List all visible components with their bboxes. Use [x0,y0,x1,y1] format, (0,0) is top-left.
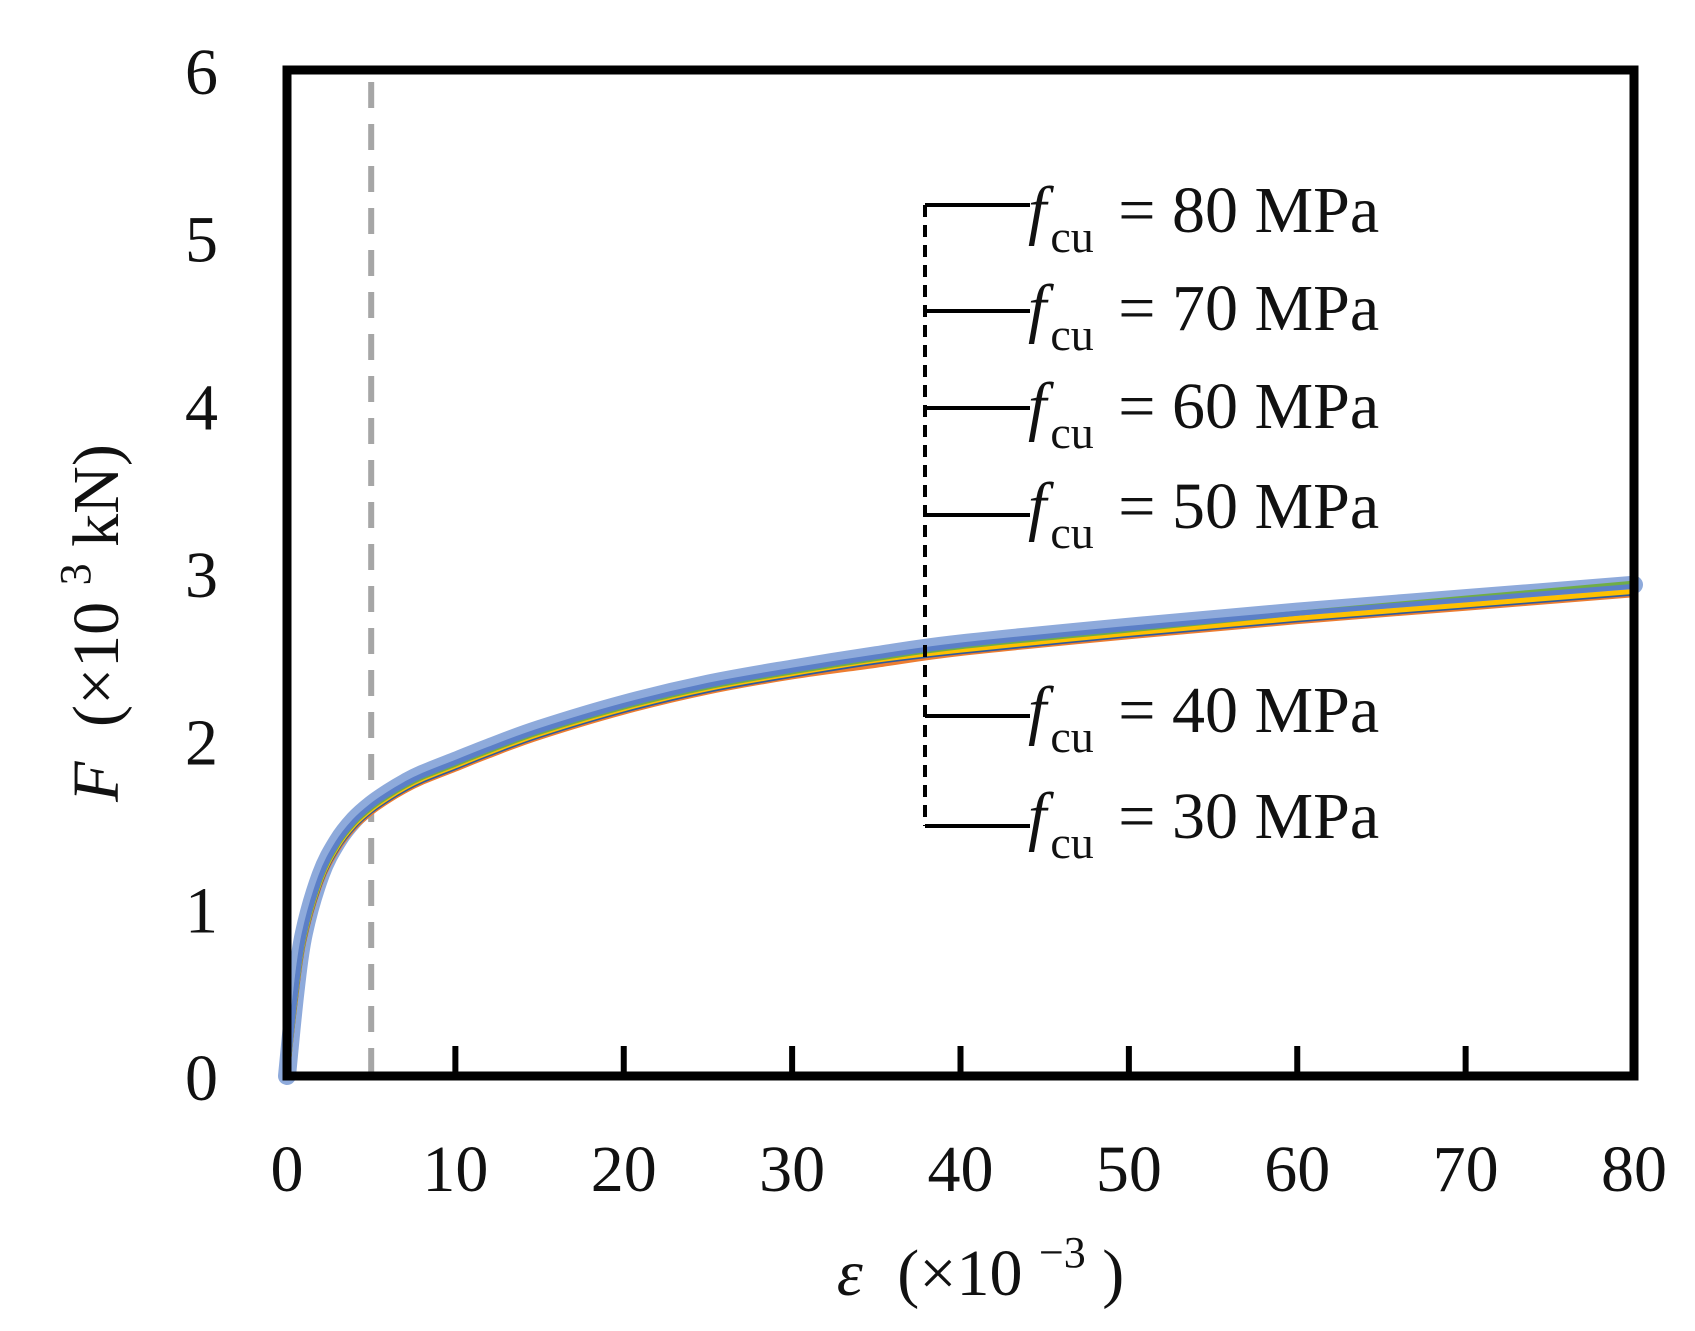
series-layer [278,575,1643,1085]
y-tick-label: 1 [185,874,218,947]
x-tick-label: 40 [928,1133,994,1206]
y-tick-label: 3 [185,539,218,612]
legend-value: = 40 MPa [1102,674,1379,747]
legend-subscript: cu [1050,711,1093,762]
x-axis-title: ε (×10 −3 ) [837,1209,1125,1310]
y-tick-label: 4 [185,371,218,444]
series-line-50mpa [284,588,1637,1079]
y-axis-title: F (×10 3 kN) [32,444,133,803]
legend-value: = 60 MPa [1102,370,1379,443]
legend-subscript: cu [1050,211,1093,262]
y-axis-unit-suffix: kN) [60,444,133,547]
legend-value: = 80 MPa [1102,174,1379,247]
legend-entry-label: fcu = 70 MPa [1028,272,1379,360]
plot-frame [282,65,1639,1081]
x-tick-label: 20 [591,1133,657,1206]
x-tick-label: 60 [1264,1133,1330,1206]
legend-entry-label: fcu = 40 MPa [1028,674,1379,762]
x-axis-symbol: ε [837,1237,863,1310]
series-line-60mpa [284,580,1637,1079]
legend-entry-label: fcu = 50 MPa [1028,470,1379,558]
legend-entry-label: fcu = 60 MPa [1028,370,1379,458]
series-line-70mpa [284,583,1637,1079]
x-axis-unit-suffix: ) [1102,1237,1124,1310]
x-tick-label: 10 [422,1133,488,1206]
legend-entry-label: fcu = 30 MPa [1028,780,1379,868]
legend-value: = 50 MPa [1102,470,1379,543]
y-axis-symbol: F [60,761,133,803]
legend-subscript: cu [1050,407,1093,458]
y-tick-label: 5 [185,204,218,277]
x-axis-unit-exp: −3 [1039,1228,1086,1277]
x-tick-label: 30 [759,1133,825,1206]
series-line-30mpa [284,592,1637,1079]
legend-subscript: cu [1050,507,1093,558]
x-tick-label: 70 [1433,1133,1499,1206]
x-axis-unit-prefix: (×10 [897,1237,1022,1310]
legend-entry-label: fcu = 80 MPa [1028,174,1379,262]
legend-value: = 30 MPa [1102,780,1379,853]
x-tick-label: 0 [271,1133,304,1206]
y-tick-label: 2 [185,707,218,780]
y-axis-unit-prefix: (×10 [60,602,133,727]
series-line-80mpa [278,575,1643,1085]
tick-layer [452,1046,1469,1076]
tick-labels: 0 10 20 30 40 50 60 70 80 0 1 2 3 4 5 6 [185,36,1667,1206]
x-tick-label: 50 [1096,1133,1162,1206]
legend: fcu = 80 MPa fcu = 70 MPa fcu = 60 MPa fcu … [923,174,1379,868]
series-line-40mpa [284,590,1637,1079]
y-axis-unit-exp: 3 [51,563,100,585]
y-tick-label: 6 [185,36,218,109]
legend-subscript: cu [1050,817,1093,868]
y-tick-label: 0 [185,1042,218,1115]
legend-subscript: cu [1050,309,1093,360]
legend-value: = 70 MPa [1102,272,1379,345]
x-tick-label: 80 [1601,1133,1667,1206]
